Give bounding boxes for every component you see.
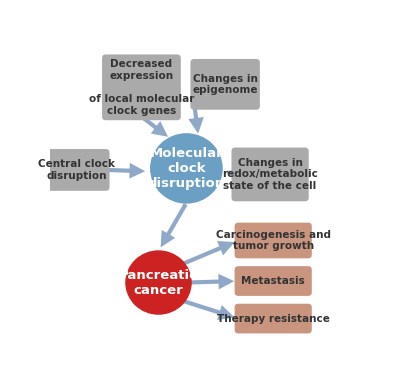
FancyBboxPatch shape (235, 223, 312, 258)
Text: Therapy resistance: Therapy resistance (217, 314, 330, 324)
FancyBboxPatch shape (235, 304, 312, 333)
Circle shape (126, 251, 191, 314)
Text: Metastasis: Metastasis (241, 276, 305, 286)
Circle shape (151, 134, 222, 203)
Text: Molecular
clock
disruption: Molecular clock disruption (148, 147, 225, 190)
Text: Carcinogenesis and
tumor growth: Carcinogenesis and tumor growth (216, 230, 331, 251)
Text: Decreased
expression

of local molecular
clock genes: Decreased expression of local molecular … (89, 59, 194, 115)
Text: Changes in
epigenome: Changes in epigenome (192, 74, 258, 95)
FancyBboxPatch shape (190, 59, 260, 110)
Text: Changes in
redox/metabolic
state of the cell: Changes in redox/metabolic state of the … (222, 158, 318, 191)
FancyBboxPatch shape (235, 266, 312, 296)
FancyBboxPatch shape (232, 147, 309, 201)
FancyBboxPatch shape (43, 149, 110, 191)
FancyBboxPatch shape (102, 55, 181, 120)
Text: Central clock
disruption: Central clock disruption (38, 159, 115, 181)
Text: Pancreatic
cancer: Pancreatic cancer (119, 269, 198, 296)
